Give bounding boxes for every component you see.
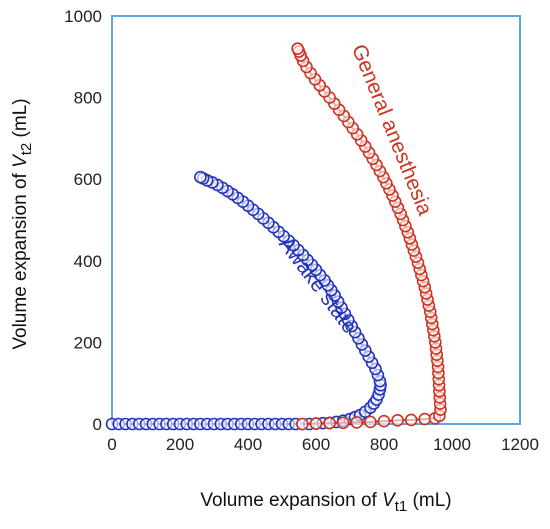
x-axis-label-sub: t1 (395, 498, 408, 515)
x-tick-label: 1000 (433, 435, 471, 454)
series-awake-state (105, 170, 387, 431)
x-tick-label: 600 (302, 435, 330, 454)
data-point (296, 417, 309, 431)
x-tick-label: 1200 (501, 435, 539, 454)
data-point (323, 416, 336, 430)
y-axis-label-sub: t2 (18, 143, 35, 156)
data-point (309, 417, 323, 430)
x-axis-label-suffix: (mL) (407, 490, 451, 511)
x-tick-label: 400 (234, 435, 262, 454)
y-tick-label: 0 (93, 415, 102, 434)
y-tick-label: 600 (74, 170, 102, 189)
x-tick-label: 0 (107, 435, 116, 454)
x-tick-label: 200 (166, 435, 194, 454)
data-point (336, 416, 350, 430)
series-layer (105, 42, 447, 431)
y-tick-label: 1000 (64, 7, 102, 26)
y-axis-label-var: V (10, 153, 31, 168)
data-point (404, 413, 418, 427)
data-point (377, 414, 391, 428)
y-axis-ticks: 0 200 400 600 800 1000 (64, 7, 102, 434)
series-label-awake: Awake state (274, 233, 361, 338)
data-point (391, 414, 404, 427)
series-general-anesthesia (291, 42, 447, 431)
x-tick-label: 800 (370, 435, 398, 454)
y-tick-label: 200 (74, 333, 102, 352)
x-axis-label-var: V (382, 490, 397, 511)
data-point (194, 170, 207, 184)
data-point (291, 42, 304, 55)
x-axis-label-prefix: Volume expansion of (200, 490, 382, 511)
data-point (418, 412, 432, 426)
data-point (364, 415, 377, 429)
x-axis-label: Volume expansion of Vt1 (mL) (200, 490, 451, 515)
y-tick-label: 400 (74, 252, 102, 271)
y-axis-label: Volume expansion of Vt2 (mL) (10, 98, 35, 349)
y-tick-label: 800 (74, 89, 102, 108)
data-point (350, 416, 364, 429)
y-axis-label-prefix: Volume expansion of (10, 168, 31, 350)
x-axis-ticks: 0 200 400 600 800 1000 1200 (107, 435, 539, 454)
y-axis-label-suffix: (mL) (10, 98, 31, 142)
